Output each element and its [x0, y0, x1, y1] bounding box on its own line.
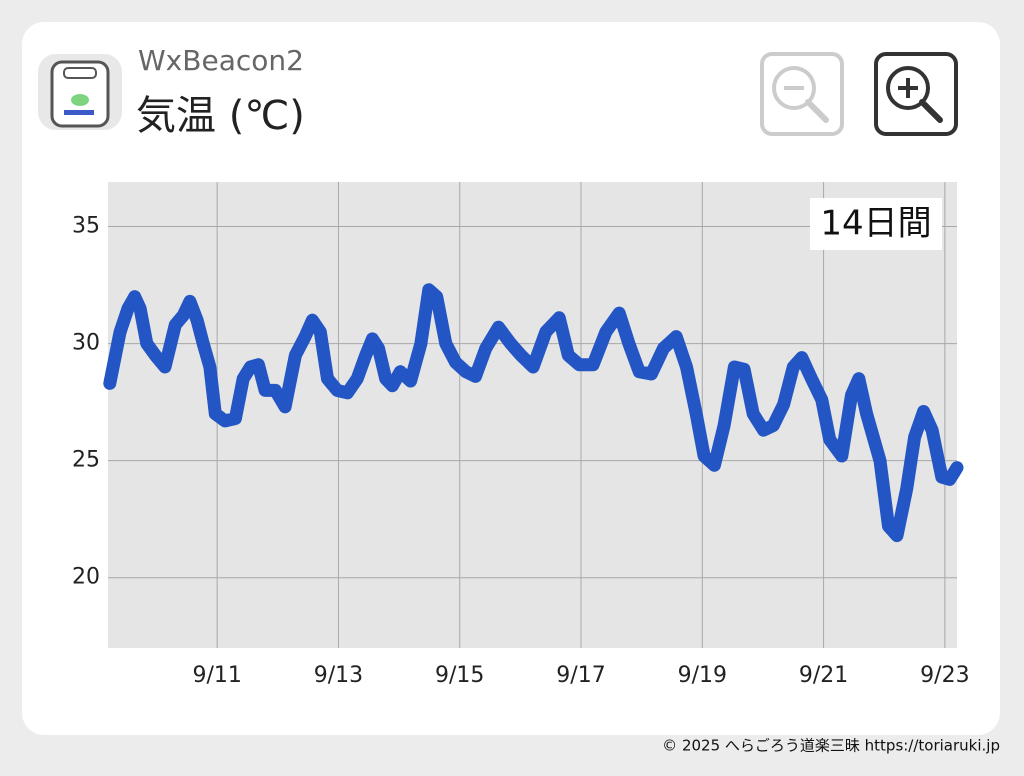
- plot: [103, 283, 964, 543]
- y-tick-label: 35: [72, 213, 100, 238]
- zoom-out-button[interactable]: [760, 52, 844, 136]
- credit: © 2025 へらごろう道楽三昧 https://toriaruki.jp: [662, 737, 1000, 755]
- device-name: WxBeacon2: [138, 44, 304, 77]
- grid: [108, 182, 957, 648]
- x-tick-label: 9/19: [678, 663, 727, 688]
- y-tick-label: 25: [72, 448, 100, 473]
- x-tick-label: 9/13: [314, 663, 363, 688]
- x-tick-label: 9/21: [799, 663, 848, 688]
- temperature-line: [103, 283, 964, 543]
- device-icon: [38, 54, 122, 130]
- y-tick-label: 30: [72, 331, 100, 356]
- x-tick-label: 9/11: [192, 663, 241, 688]
- x-tick-label: 9/17: [556, 663, 605, 688]
- y-tick-label: 20: [72, 565, 100, 590]
- range-badge: [810, 198, 942, 250]
- range-label: 14日間: [820, 204, 931, 244]
- x-tick-label: 9/23: [920, 663, 969, 688]
- zoom-in-button[interactable]: [874, 52, 958, 136]
- sensor-title: 気温 (℃): [136, 93, 305, 139]
- x-tick-label: 9/15: [435, 663, 484, 688]
- plot-area: [108, 182, 957, 648]
